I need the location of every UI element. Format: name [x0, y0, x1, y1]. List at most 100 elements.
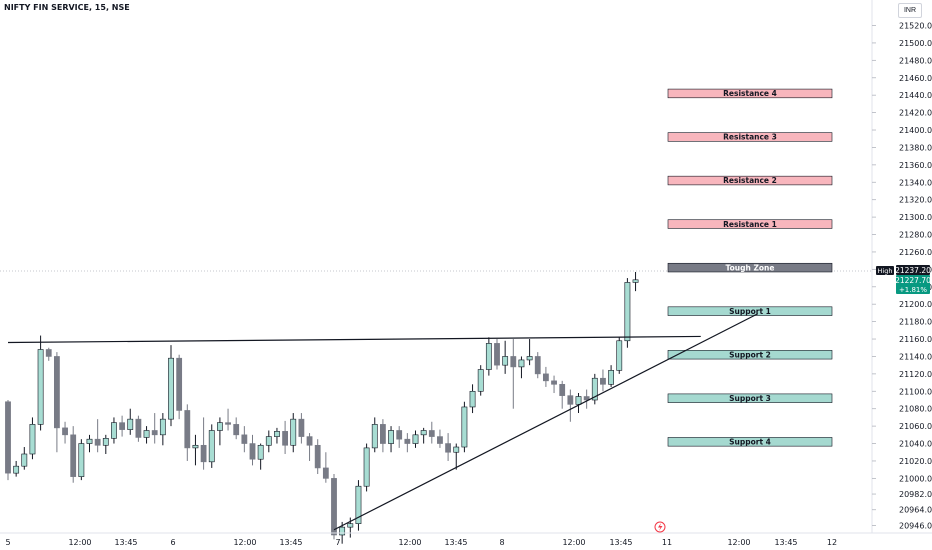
- high-value: 21237.20: [895, 266, 931, 275]
- candle-up: [37, 349, 44, 425]
- candle-down: [396, 430, 403, 440]
- x-tick-label: 7: [335, 538, 340, 547]
- candle-up: [485, 343, 492, 370]
- candle-up: [21, 453, 28, 467]
- candle-up: [192, 444, 199, 449]
- zone-box-tough[interactable]: [667, 262, 833, 273]
- zone-box-support[interactable]: [667, 350, 833, 360]
- high-label-badge: [876, 266, 894, 275]
- candle-down: [233, 424, 240, 436]
- x-tick-label: 12:00: [727, 538, 750, 547]
- candle-down: [70, 434, 77, 477]
- zone-box-resistance[interactable]: [667, 88, 833, 99]
- x-tick-label: 11: [662, 538, 672, 547]
- zone-label: Tough Zone: [726, 263, 775, 272]
- candle-down: [404, 438, 411, 444]
- currency-button[interactable]: INR: [898, 3, 922, 18]
- zone-box-support[interactable]: [667, 393, 833, 403]
- candle-down: [331, 478, 337, 536]
- candle-down: [151, 430, 158, 436]
- candle-up: [518, 359, 525, 368]
- y-tick-label: 21420.00: [899, 109, 932, 118]
- candle-down: [534, 356, 541, 375]
- y-tick-label: 21460.00: [899, 74, 932, 83]
- candle-down: [5, 401, 11, 474]
- x-tick-label: 12:00: [68, 538, 91, 547]
- trendline-horizontal-resistance[interactable]: [7, 335, 701, 344]
- candle-up: [575, 396, 582, 405]
- candle-down: [551, 380, 557, 385]
- y-tick-label: 21200.00: [899, 300, 932, 309]
- zone-box-support[interactable]: [667, 306, 833, 316]
- y-tick-label: 21020.00: [899, 457, 932, 466]
- candle-up: [290, 418, 297, 446]
- x-tick-label: 5: [5, 538, 10, 547]
- y-tick-label: 21340.00: [899, 178, 932, 187]
- y-tick-label: 21400.00: [899, 126, 932, 135]
- x-tick-label: 13:45: [279, 538, 302, 547]
- candle-down: [119, 422, 125, 430]
- price-scale[interactable]: 20946.00 20964.00 20982.00 21000.00 21020.00…: [872, 22, 932, 531]
- y-tick-label: 21160.00: [899, 335, 932, 344]
- zone-box-resistance[interactable]: [667, 132, 833, 142]
- candle-down: [428, 430, 435, 437]
- x-tick-label: 13:45: [609, 538, 632, 547]
- candle-up: [102, 438, 109, 446]
- x-tick-label: 8: [499, 538, 504, 547]
- y-tick-label: 21440.00: [899, 91, 932, 100]
- y-tick-label: 21100.00: [899, 387, 932, 396]
- zone-label: Resistance 4: [723, 89, 777, 98]
- candle-up: [461, 406, 468, 448]
- candle-up: [608, 370, 614, 385]
- candle-up: [624, 282, 631, 342]
- zone-box-resistance[interactable]: [667, 175, 833, 186]
- last-price-badge: [896, 275, 930, 294]
- y-tick-label: 21000.00: [899, 474, 932, 483]
- zone-label: Support 4: [729, 437, 771, 446]
- zone-label: Support 2: [729, 350, 771, 359]
- x-tick-label: 13:45: [774, 538, 797, 547]
- candle-up: [13, 465, 20, 474]
- candle-down: [600, 377, 606, 385]
- y-tick-label: 21500.00: [899, 39, 932, 48]
- y-tick-label: 21300.00: [899, 213, 932, 222]
- time-scale[interactable]: 5 12:00 13:45 6 12:00 13:45 7 12:00 13:45 8 12:00 1…: [5, 538, 837, 547]
- zone-label: Resistance 1: [723, 220, 777, 229]
- y-tick-label: 20982.00: [899, 490, 932, 499]
- y-tick-label: 21120.00: [899, 370, 932, 379]
- candle-down: [542, 373, 549, 382]
- candle-up: [29, 424, 36, 455]
- candle-up: [111, 422, 117, 439]
- candle-down: [62, 427, 68, 436]
- candle-up: [388, 430, 394, 444]
- zones-layer: Resistance 4 Resistance 3 Resistance 2 Resi…: [667, 88, 833, 447]
- candle-up: [208, 430, 215, 463]
- candle-up: [257, 444, 264, 460]
- zone-box-resistance[interactable]: [667, 219, 833, 229]
- candle-down: [176, 357, 183, 411]
- candle-down: [225, 422, 231, 425]
- trendline-rising-support[interactable]: [333, 313, 759, 531]
- candle-up: [143, 430, 150, 438]
- y-tick-label: 20964.00: [899, 506, 932, 515]
- x-tick-label: 6: [170, 538, 175, 547]
- candle-up: [616, 340, 623, 371]
- candle-up: [265, 436, 272, 446]
- candle-up: [469, 390, 476, 408]
- candle-down: [567, 395, 574, 405]
- x-tick-label: 13:45: [444, 538, 467, 547]
- candle-up: [86, 438, 93, 444]
- y-tick-label: 20946.00: [899, 521, 932, 530]
- candle-up: [420, 430, 427, 436]
- candle-down: [241, 434, 248, 444]
- event-flag-icon[interactable]: [654, 521, 666, 533]
- candle-up: [274, 431, 280, 437]
- candle-up: [502, 356, 509, 366]
- y-tick-label: 21320.00: [899, 196, 932, 205]
- candle-down: [322, 467, 329, 479]
- zone-box-support[interactable]: [667, 437, 833, 447]
- symbol-title[interactable]: NIFTY FIN SERVICE, 15, NSE: [4, 3, 130, 12]
- y-tick-label: 21520.00: [899, 22, 932, 31]
- x-tick-label: 12: [827, 538, 837, 547]
